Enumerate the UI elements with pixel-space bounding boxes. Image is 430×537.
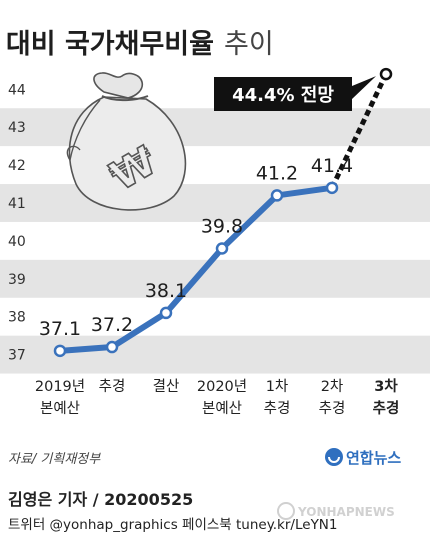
source-note: 자료/ 기획재정부 [8, 452, 101, 467]
grid-band [0, 335, 430, 374]
projected-point [379, 67, 393, 81]
yonhap-logo: 연합뉴스 [325, 448, 401, 467]
x-category-label: 2020년 [197, 378, 247, 395]
data-point [105, 340, 119, 354]
chart-title-suffix: 추이 [224, 29, 274, 60]
data-point [53, 344, 67, 358]
x-category-label: 3차 [374, 378, 398, 395]
chart-title: GDP 대비 국가채무비율 [0, 29, 214, 60]
y-tick-label: 37 [8, 348, 26, 364]
data-label: 41.4 [311, 155, 353, 177]
series-line [57, 184, 335, 354]
grid-band [0, 259, 430, 298]
data-point [325, 181, 339, 195]
projection-callout-box [214, 76, 376, 111]
grid-band [0, 184, 430, 222]
watermark: YONHAPNEWS [277, 502, 395, 520]
data-label: 37.1 [39, 318, 81, 340]
x-category-label: 2019년 [35, 378, 85, 395]
y-tick-label: 39 [8, 272, 26, 288]
x-category-label: 본예산 [40, 400, 80, 417]
yonhap-logo-text: 연합뉴스 [346, 449, 401, 467]
y-tick-label: 42 [8, 158, 26, 174]
watermark-text: YONHAPNEWS [297, 505, 395, 519]
y-tick-label: 40 [8, 234, 26, 250]
x-category-label: 1차 [266, 378, 289, 395]
x-category-label: 본예산 [202, 400, 242, 417]
data-label: 38.1 [145, 280, 187, 302]
data-point [159, 306, 173, 320]
data-label: 39.8 [201, 215, 243, 237]
x-category-label: 추경 [373, 399, 400, 417]
x-category-label: 추경 [319, 400, 346, 417]
y-tick-label: 38 [8, 310, 26, 326]
y-tick-label: 44 [8, 82, 26, 98]
projection-line [329, 73, 389, 189]
x-category-label: 결산 [153, 378, 180, 395]
y-tick-label: 43 [8, 120, 26, 136]
reporter-line: 김영은 기자 / 20200525 [8, 490, 194, 509]
data-label: 37.2 [91, 314, 133, 336]
data-point [215, 242, 229, 255]
x-category-label: 추경 [99, 378, 126, 395]
data-point [270, 189, 284, 202]
x-category-label: 2차 [321, 378, 344, 395]
social-line: 트위터 @yonhap_graphics 페이스북 tuney.kr/LeYN1 [8, 517, 338, 533]
y-tick-label: 41 [8, 196, 26, 212]
money-bag-icon: ₩ [66, 72, 187, 211]
projection-callout-label: 44.4% 전망 [232, 85, 334, 106]
x-category-label: 추경 [264, 400, 291, 417]
data-label: 41.2 [256, 162, 298, 184]
